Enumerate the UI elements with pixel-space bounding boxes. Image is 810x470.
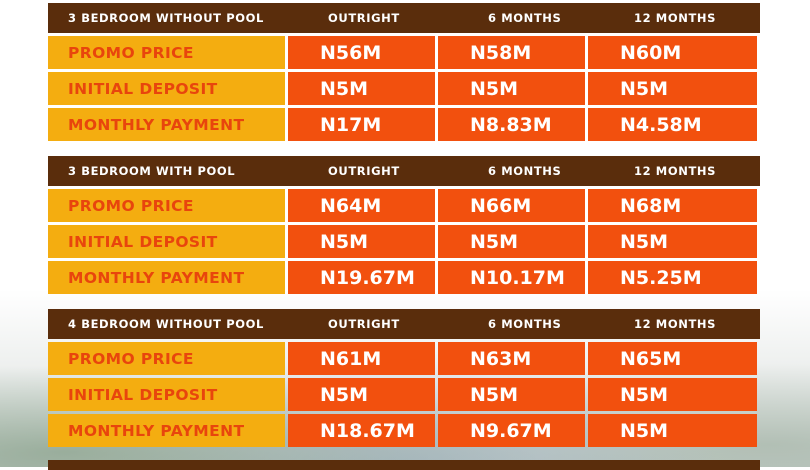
cell-12-months: N4.58M	[588, 108, 757, 141]
cell-12-months: N65M	[588, 342, 757, 375]
next-table-header-edge	[48, 460, 760, 470]
table-row: MONTHLY PAYMENT N19.67M N10.17M N5.25M	[48, 261, 760, 294]
table-header: 4 BEDROOM WITHOUT POOL OUTRIGHT 6 MONTHS…	[48, 309, 760, 339]
column-header-outright: OUTRIGHT	[328, 11, 400, 25]
cell-12-months: N5.25M	[588, 261, 757, 294]
pricing-table-3bed-no-pool: 3 BEDROOM WITHOUT POOL OUTRIGHT 6 MONTHS…	[48, 3, 760, 141]
cell-6-months: N9.67M	[438, 414, 585, 447]
cell-12-months: N5M	[588, 225, 757, 258]
row-label-initial-deposit: INITIAL DEPOSIT	[48, 72, 285, 105]
column-header-outright: OUTRIGHT	[328, 164, 400, 178]
cell-12-months: N5M	[588, 72, 757, 105]
table-row: INITIAL DEPOSIT N5M N5M N5M	[48, 378, 760, 411]
cell-6-months: N10.17M	[438, 261, 585, 294]
row-label-monthly-payment: MONTHLY PAYMENT	[48, 414, 285, 447]
column-header-12-months: 12 MONTHS	[634, 11, 717, 25]
cell-outright: N17M	[288, 108, 435, 141]
table-row: PROMO PRICE N61M N63M N65M	[48, 342, 760, 375]
cell-outright: N61M	[288, 342, 435, 375]
table-row: INITIAL DEPOSIT N5M N5M N5M	[48, 225, 760, 258]
row-label-promo-price: PROMO PRICE	[48, 36, 285, 69]
cell-outright: N5M	[288, 72, 435, 105]
table-header: 3 BEDROOM WITH POOL OUTRIGHT 6 MONTHS 12…	[48, 156, 760, 186]
column-header-6-months: 6 MONTHS	[488, 164, 562, 178]
cell-6-months: N5M	[438, 72, 585, 105]
table-title: 3 BEDROOM WITHOUT POOL	[68, 11, 264, 25]
table-row: MONTHLY PAYMENT N17M N8.83M N4.58M	[48, 108, 760, 141]
cell-outright: N5M	[288, 225, 435, 258]
table-title: 4 BEDROOM WITHOUT POOL	[68, 317, 264, 331]
table-title: 3 BEDROOM WITH POOL	[68, 164, 236, 178]
cell-outright: N19.67M	[288, 261, 435, 294]
column-header-6-months: 6 MONTHS	[488, 11, 562, 25]
cell-outright: N18.67M	[288, 414, 435, 447]
table-row: INITIAL DEPOSIT N5M N5M N5M	[48, 72, 760, 105]
cell-6-months: N63M	[438, 342, 585, 375]
cell-6-months: N66M	[438, 189, 585, 222]
cell-12-months: N60M	[588, 36, 757, 69]
cell-12-months: N5M	[588, 414, 757, 447]
cell-outright: N56M	[288, 36, 435, 69]
pricing-table-4bed-no-pool: 4 BEDROOM WITHOUT POOL OUTRIGHT 6 MONTHS…	[48, 309, 760, 447]
column-header-12-months: 12 MONTHS	[634, 317, 717, 331]
row-label-initial-deposit: INITIAL DEPOSIT	[48, 225, 285, 258]
cell-outright: N64M	[288, 189, 435, 222]
cell-12-months: N5M	[588, 378, 757, 411]
table-row: PROMO PRICE N64M N66M N68M	[48, 189, 760, 222]
cell-6-months: N8.83M	[438, 108, 585, 141]
cell-12-months: N68M	[588, 189, 757, 222]
cell-outright: N5M	[288, 378, 435, 411]
column-header-outright: OUTRIGHT	[328, 317, 400, 331]
cell-6-months: N5M	[438, 225, 585, 258]
table-row: MONTHLY PAYMENT N18.67M N9.67M N5M	[48, 414, 760, 447]
row-label-monthly-payment: MONTHLY PAYMENT	[48, 261, 285, 294]
row-label-promo-price: PROMO PRICE	[48, 189, 285, 222]
table-header: 3 BEDROOM WITHOUT POOL OUTRIGHT 6 MONTHS…	[48, 3, 760, 33]
column-header-6-months: 6 MONTHS	[488, 317, 562, 331]
row-label-monthly-payment: MONTHLY PAYMENT	[48, 108, 285, 141]
cell-6-months: N58M	[438, 36, 585, 69]
row-label-promo-price: PROMO PRICE	[48, 342, 285, 375]
cell-6-months: N5M	[438, 378, 585, 411]
pricing-table-3bed-with-pool: 3 BEDROOM WITH POOL OUTRIGHT 6 MONTHS 12…	[48, 156, 760, 294]
column-header-12-months: 12 MONTHS	[634, 164, 717, 178]
table-row: PROMO PRICE N56M N58M N60M	[48, 36, 760, 69]
row-label-initial-deposit: INITIAL DEPOSIT	[48, 378, 285, 411]
